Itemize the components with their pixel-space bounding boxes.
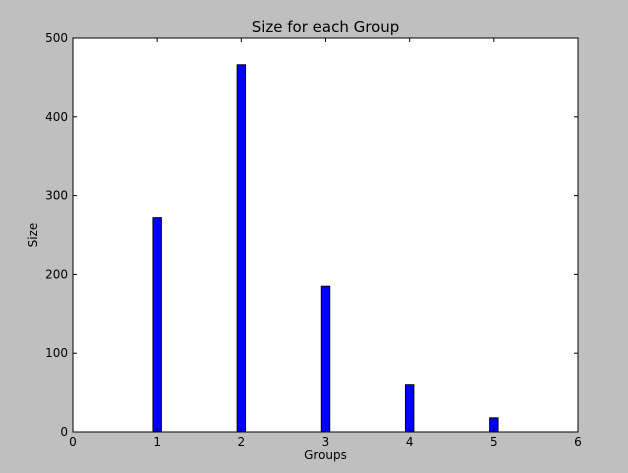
x-tick-label: 1 [153,435,161,449]
y-tick-label: 0 [60,425,68,439]
y-tick-label: 500 [45,31,68,45]
y-tick-label: 200 [45,267,68,281]
y-tick-label: 400 [45,110,68,124]
bar-group-2 [236,64,247,433]
bar-group-3 [320,285,331,433]
x-tick-label: 5 [490,435,498,449]
y-tick-label: 100 [45,346,68,360]
bar-group-1 [152,217,162,433]
bar-group-4 [404,384,415,433]
y-tick-label: 300 [45,189,68,203]
ticks-layer: 0 1 2 3 4 5 6 0 100 200 300 400 500 [45,31,582,449]
x-tick-label: 2 [238,435,246,449]
chart-title: Size for each Group [252,18,400,36]
x-tick-label: 0 [69,435,77,449]
y-axis-label: Size [26,223,40,248]
plot-frame [72,37,579,433]
x-tick-label: 4 [406,435,414,449]
x-axis-label: Groups [304,448,347,462]
x-tick-label: 3 [322,435,330,449]
x-tick-label: 6 [574,435,582,449]
